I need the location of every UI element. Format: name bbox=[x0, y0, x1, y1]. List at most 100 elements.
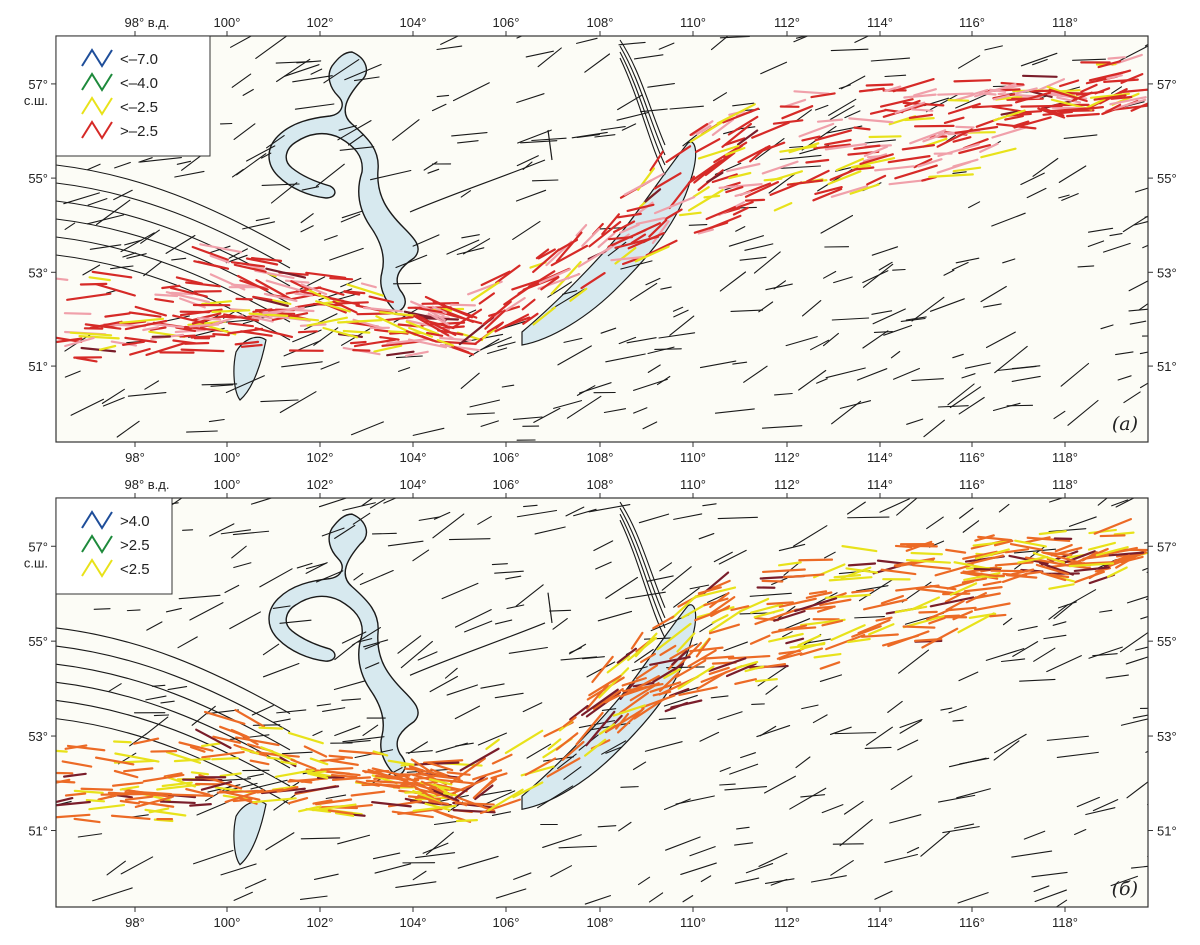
fault-segment bbox=[801, 300, 822, 317]
fault-segment bbox=[586, 661, 616, 678]
fault-segment bbox=[262, 643, 280, 656]
fault-segment bbox=[812, 714, 828, 724]
classified-fault-segment bbox=[148, 807, 170, 814]
classified-fault-segment bbox=[1108, 551, 1145, 557]
classified-fault-segment bbox=[459, 747, 500, 772]
fault-segment bbox=[114, 161, 131, 169]
fault-segment bbox=[943, 269, 955, 276]
fault-segment bbox=[341, 698, 362, 701]
classified-fault-segment bbox=[212, 333, 230, 337]
fault-segment bbox=[557, 753, 577, 770]
classified-fault-segment bbox=[850, 157, 896, 169]
fault-segment bbox=[829, 105, 855, 121]
classified-fault-segment bbox=[124, 790, 169, 798]
classified-fault-segment bbox=[824, 593, 871, 599]
fault-segment bbox=[605, 353, 646, 363]
map-frame bbox=[55, 497, 1149, 908]
fault-segment bbox=[165, 234, 196, 254]
fault-segment bbox=[595, 561, 612, 570]
fault-segment bbox=[566, 395, 602, 419]
fault-segment bbox=[334, 643, 356, 661]
lat-label-left: 53° bbox=[28, 729, 48, 744]
classified-fault-segment bbox=[847, 562, 877, 567]
classified-fault-segment bbox=[209, 254, 230, 264]
classified-fault-segment bbox=[1093, 518, 1133, 535]
fault-segment bbox=[230, 36, 253, 48]
fault-segment bbox=[1085, 807, 1116, 816]
classified-fault-segment bbox=[652, 690, 672, 697]
classified-fault-segment bbox=[868, 623, 895, 636]
classified-fault-segment bbox=[379, 311, 419, 317]
fault-segment bbox=[1119, 631, 1148, 653]
fault-segment bbox=[457, 140, 479, 144]
classified-fault-segment bbox=[287, 731, 324, 745]
classified-fault-segment bbox=[653, 196, 696, 215]
fault-segment bbox=[549, 609, 572, 612]
fault-segment bbox=[292, 75, 333, 83]
fault-segment bbox=[491, 811, 512, 816]
fault-segment bbox=[647, 83, 675, 88]
legend-swatch bbox=[81, 72, 113, 92]
fault-segment bbox=[305, 562, 327, 570]
classified-fault-segment bbox=[610, 255, 646, 262]
legend-box bbox=[55, 35, 211, 157]
classified-fault-segment bbox=[718, 183, 763, 189]
classified-fault-segment bbox=[362, 306, 403, 313]
fault-segment bbox=[316, 703, 332, 707]
lat-label-left: 53° bbox=[28, 265, 48, 280]
fault-line bbox=[619, 57, 666, 176]
fault-segment bbox=[255, 217, 270, 222]
fault-segment bbox=[816, 378, 828, 384]
classified-fault-segment bbox=[386, 350, 415, 357]
classified-fault-segment bbox=[711, 173, 738, 184]
classified-fault-segment bbox=[110, 814, 151, 821]
classified-fault-segment bbox=[597, 232, 616, 249]
fault-segment bbox=[710, 36, 729, 51]
classified-fault-segment bbox=[703, 194, 721, 199]
fault-segment bbox=[316, 570, 344, 583]
map-background bbox=[56, 36, 1148, 442]
fault-line bbox=[547, 592, 553, 623]
fault-segment bbox=[1019, 678, 1056, 682]
classified-fault-segment bbox=[1109, 96, 1147, 106]
fault-segment bbox=[1011, 850, 1053, 858]
fault-segment bbox=[534, 526, 566, 535]
classified-fault-segment bbox=[988, 88, 1007, 93]
fault-segment bbox=[632, 761, 647, 771]
classified-fault-segment bbox=[830, 185, 869, 198]
classified-fault-segment bbox=[89, 320, 123, 329]
fault-segment bbox=[838, 84, 851, 90]
fault-segment bbox=[477, 732, 507, 746]
fault-segment bbox=[956, 788, 991, 799]
classified-fault-segment bbox=[689, 123, 709, 136]
fault-line bbox=[56, 182, 291, 269]
classified-fault-segment bbox=[62, 772, 87, 778]
classified-fault-segment bbox=[1042, 551, 1073, 556]
fault-segment bbox=[951, 261, 969, 271]
fault-segment bbox=[810, 339, 830, 351]
classified-fault-segment bbox=[1004, 114, 1024, 121]
classified-fault-segment bbox=[639, 652, 657, 664]
fault-segment bbox=[647, 364, 661, 373]
classified-fault-segment bbox=[1081, 551, 1098, 562]
classified-fault-segment bbox=[621, 256, 642, 266]
fault-segment bbox=[669, 315, 695, 336]
classified-fault-segment bbox=[185, 788, 211, 796]
classified-fault-segment bbox=[78, 335, 120, 340]
classified-fault-segment bbox=[128, 311, 162, 318]
classified-fault-segment bbox=[431, 305, 447, 315]
classified-fault-segment bbox=[80, 787, 114, 791]
classified-fault-segment bbox=[902, 625, 936, 629]
fault-segment bbox=[865, 726, 893, 746]
fault-segment bbox=[454, 609, 492, 628]
fault-segment bbox=[513, 416, 543, 420]
classified-fault-segment bbox=[251, 316, 274, 323]
classified-fault-segment bbox=[665, 145, 692, 163]
classified-fault-segment bbox=[524, 757, 557, 776]
classified-fault-segment bbox=[1085, 98, 1106, 109]
lon-label-top: 116° bbox=[959, 15, 985, 30]
classified-fault-segment bbox=[470, 281, 500, 302]
classified-fault-segment bbox=[1018, 110, 1043, 114]
classified-fault-segment bbox=[853, 126, 871, 131]
fault-segment bbox=[480, 683, 505, 689]
